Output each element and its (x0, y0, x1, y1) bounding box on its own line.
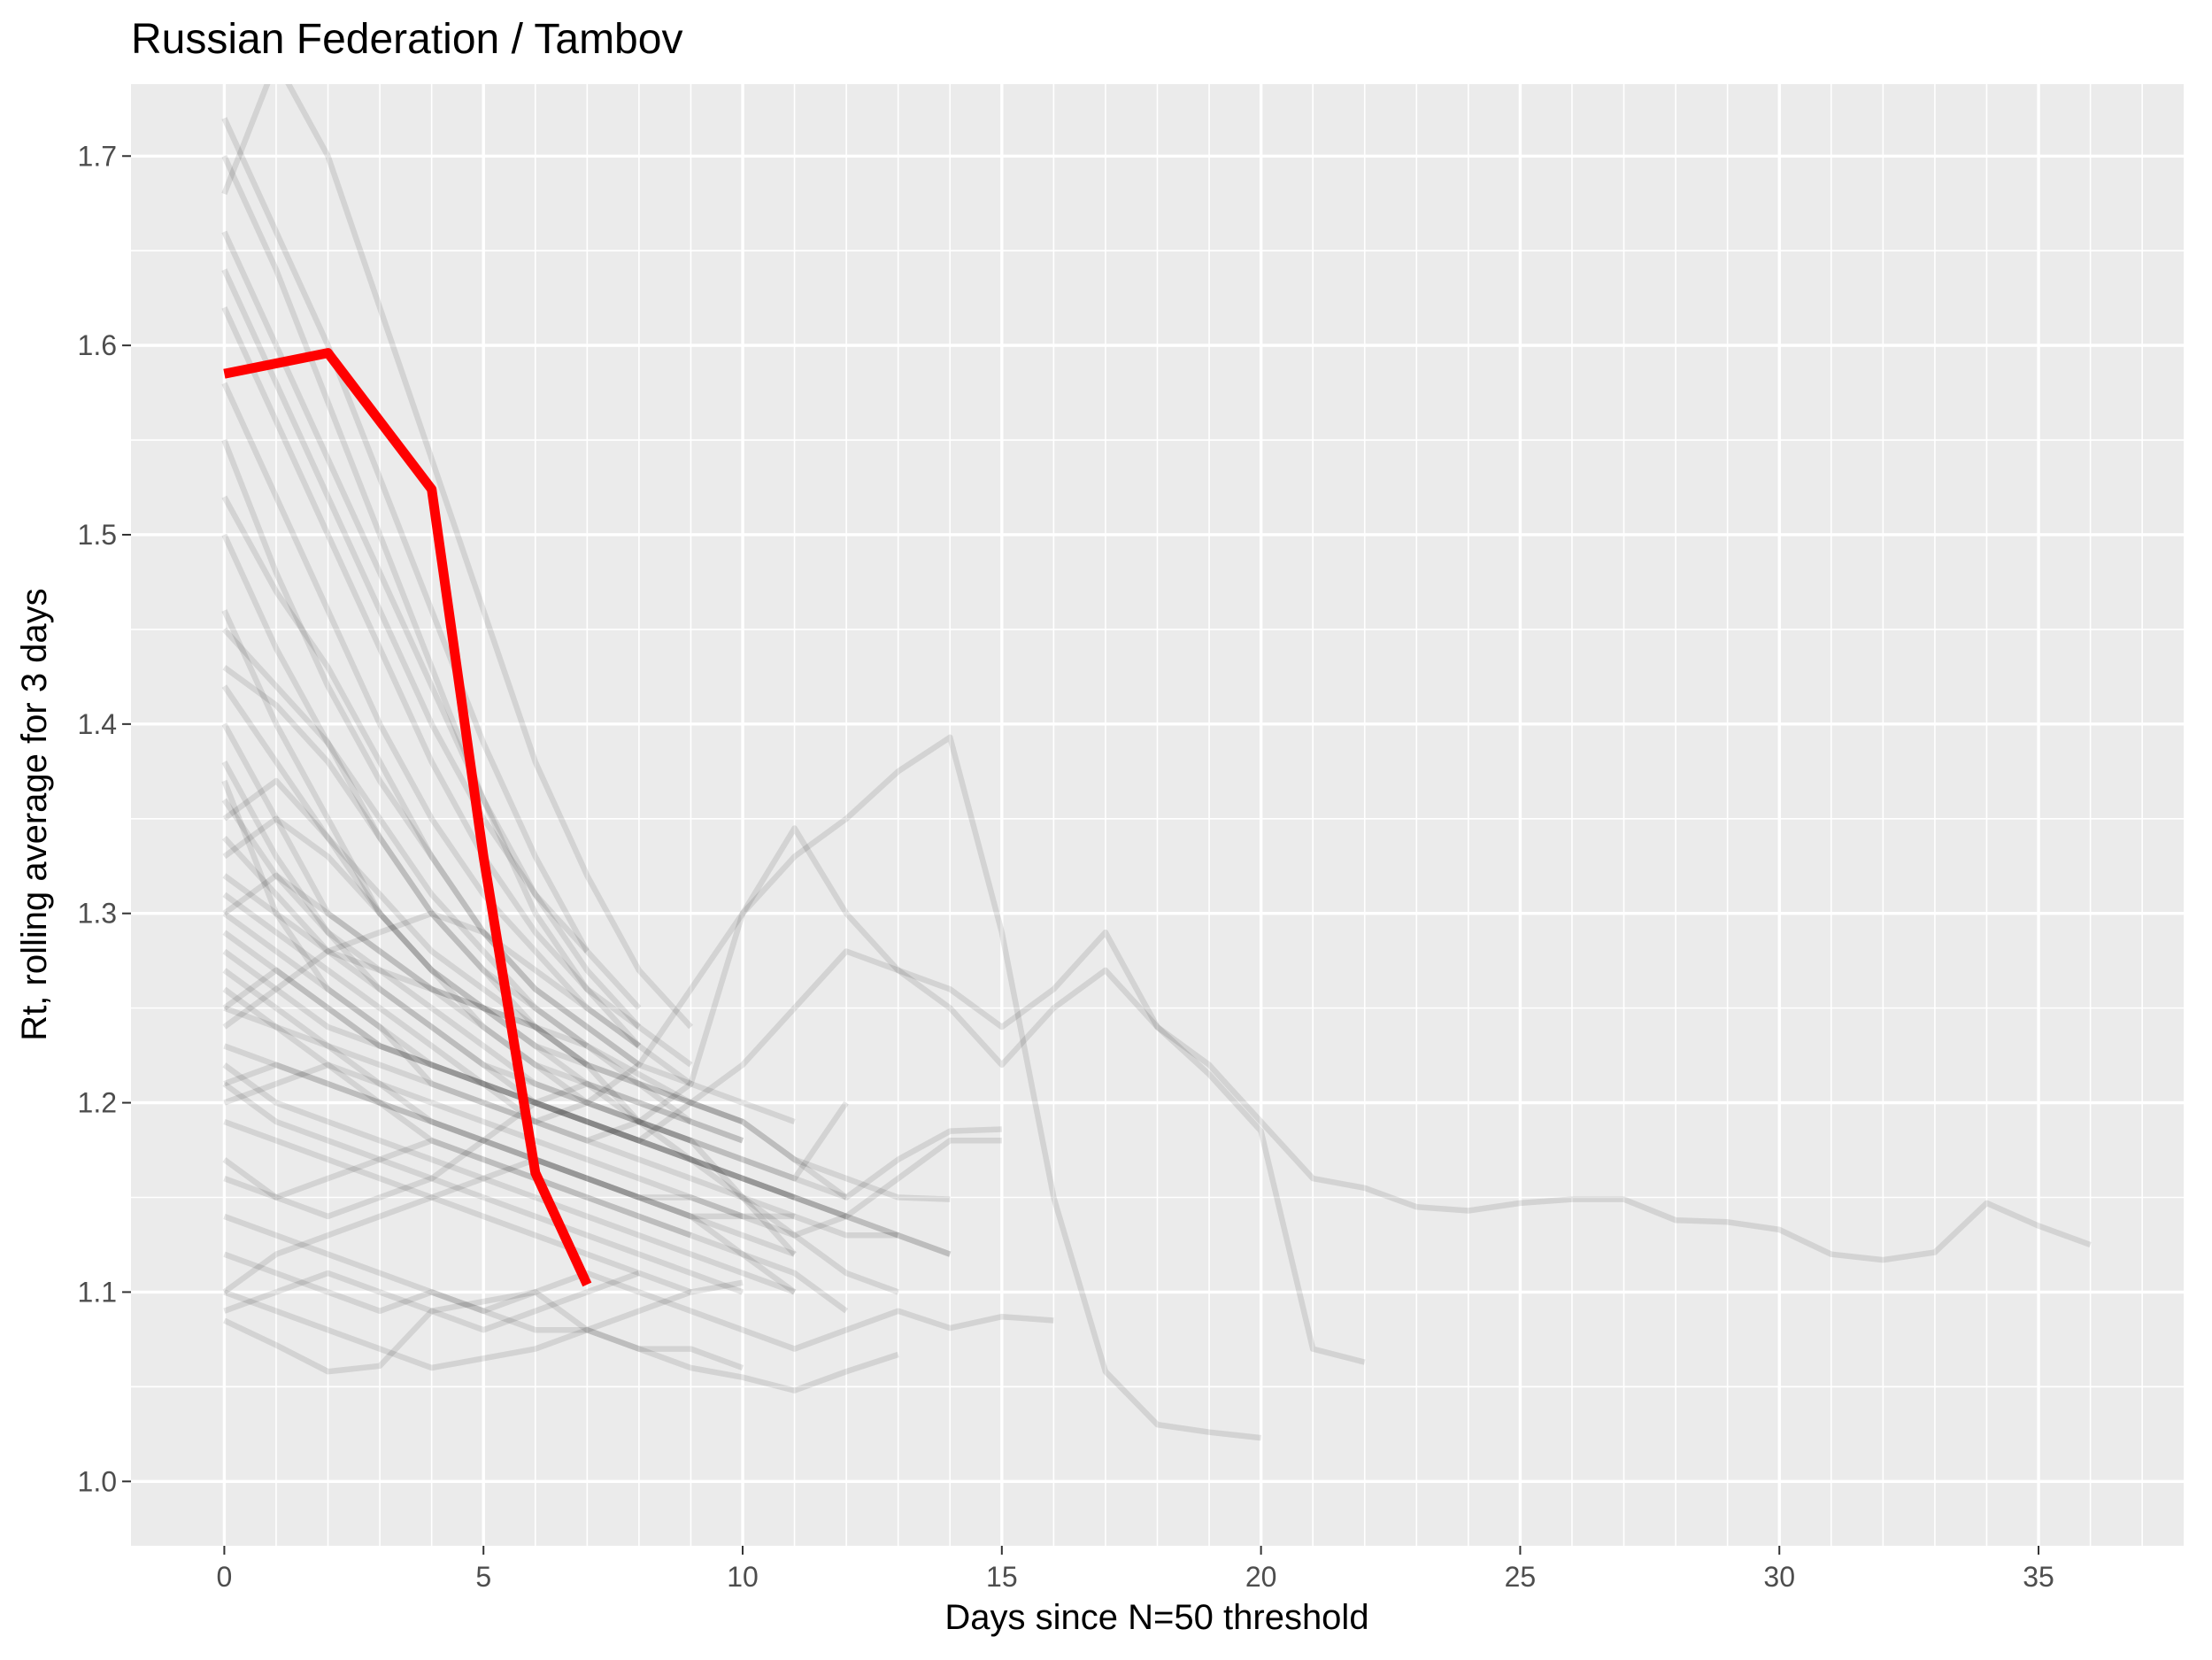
y-tick-label: 1.6 (78, 329, 117, 361)
background-series-line (221, 84, 693, 1030)
background-series-line (223, 734, 1261, 1441)
background-series-line (222, 1081, 744, 1295)
background-series-line (223, 1270, 641, 1333)
background-series-line (221, 684, 692, 1144)
background-series-line (222, 948, 952, 1257)
background-series-line (221, 268, 590, 954)
background-series-line (222, 777, 744, 1125)
x-tick-label: 20 (1245, 1561, 1277, 1593)
background-series-line (221, 438, 796, 1125)
x-tick-label: 30 (1763, 1561, 1795, 1593)
major-gridlines (131, 84, 2184, 1546)
y-tick-label: 1.0 (78, 1465, 117, 1497)
background-series-line (222, 892, 796, 1219)
background-series-line (223, 1279, 744, 1371)
chart-title: Russian Federation / Tambov (131, 16, 682, 63)
x-tick-label: 15 (986, 1561, 1018, 1593)
y-axis-title: Rt, rolling average for 3 days (15, 588, 54, 1040)
background-series-line (221, 533, 590, 1068)
background-series-line (221, 230, 693, 1068)
background-series-line (221, 722, 1002, 1201)
background-series-line (222, 665, 590, 1049)
y-tick-label: 1.2 (78, 1087, 117, 1119)
background-series-line (223, 1043, 797, 1295)
x-tick-label: 35 (2023, 1561, 2054, 1593)
background-series-line (222, 825, 1366, 1365)
background-series-line (223, 1138, 692, 1239)
x-axis-title: Days since N=50 threshold (944, 1598, 1368, 1637)
minor-gridlines (131, 84, 2184, 1546)
background-series-line (222, 873, 899, 1295)
background-series-line (222, 1062, 796, 1295)
background-series-line (223, 1062, 952, 1257)
background-series-line (221, 306, 641, 1030)
background-series-line (222, 1156, 743, 1295)
background-series-line (221, 627, 744, 1144)
background-series-line (223, 1213, 744, 1371)
background-series-line (222, 968, 796, 1257)
highlight-series-line (223, 348, 592, 1287)
background-series-line (223, 1118, 692, 1295)
x-tick-label: 25 (1505, 1561, 1537, 1593)
background-series-line (223, 1251, 1054, 1352)
background-series-line (221, 495, 641, 1068)
background-series-line (223, 1289, 899, 1394)
background-series-line (222, 910, 693, 1086)
y-tick-label: 1.1 (78, 1276, 117, 1308)
x-tick-label: 5 (475, 1561, 491, 1593)
background-series-line (222, 1080, 849, 1220)
background-series-line (221, 779, 2092, 1263)
x-tick-label: 10 (727, 1561, 759, 1593)
y-tick-label: 1.3 (78, 898, 117, 930)
background-series-line (221, 382, 641, 1049)
background-series-line (222, 815, 692, 1125)
highlight-series-polyline (223, 348, 592, 1287)
y-tick-label: 1.5 (78, 519, 117, 551)
background-series-line (221, 117, 642, 1010)
background-series-line (223, 1062, 1002, 1239)
background-series-line (222, 872, 744, 1144)
y-axis-ticks: 1.0 1.1 1.2 1.3 1.4 1.5 1.6 1.7 (78, 140, 131, 1497)
background-series-line (221, 609, 951, 1202)
x-tick-label: 0 (217, 1561, 233, 1593)
background-series-line (221, 798, 848, 1201)
background-series-line (222, 930, 899, 1239)
background-series-lines (221, 84, 2092, 1441)
background-series-line (222, 967, 848, 1219)
background-series-line (221, 761, 798, 1256)
background-series-line (221, 154, 642, 1048)
background-series-line (222, 836, 796, 1201)
y-tick-label: 1.7 (78, 140, 117, 172)
x-axis-ticks: 0 5 10 15 20 25 30 35 (217, 1546, 2054, 1593)
y-tick-label: 1.4 (78, 708, 117, 740)
